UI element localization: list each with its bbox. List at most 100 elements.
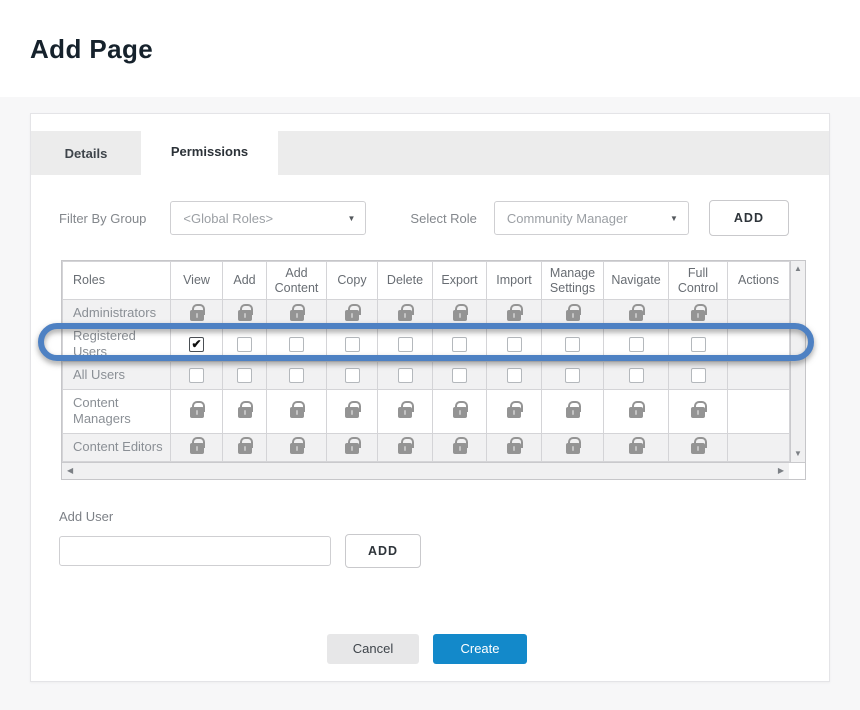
column-header: Full Control	[668, 261, 728, 300]
permissions-table: Roles View Add Add Content Copy Delete Export I…	[38, 260, 814, 480]
table-row: Content Editors	[62, 432, 790, 462]
chevron-down-icon: ▼	[347, 213, 356, 223]
column-header: Add	[222, 261, 267, 300]
lock-icon	[452, 401, 468, 418]
add-user-section: Add User ADD	[59, 509, 829, 568]
permission-checkbox[interactable]	[289, 337, 304, 353]
permission-checkbox[interactable]	[344, 337, 360, 353]
scroll-left-icon[interactable]: ◀	[67, 465, 74, 475]
permission-checkbox[interactable]	[565, 368, 580, 384]
table-row: Administrators	[62, 299, 790, 328]
lock-icon	[565, 401, 581, 418]
page-title: Add Page	[30, 34, 154, 64]
lock-icon	[629, 437, 645, 454]
tab-details[interactable]: Details	[64, 145, 108, 161]
permission-checkbox[interactable]	[452, 368, 467, 384]
lock-icon	[237, 303, 253, 321]
cancel-button[interactable]: Cancel	[327, 633, 419, 664]
lock-icon	[629, 401, 645, 418]
column-header: Export	[432, 261, 487, 300]
permission-checkbox[interactable]	[344, 368, 360, 384]
lock-icon	[189, 401, 205, 418]
lock-icon	[345, 401, 361, 418]
lock-icon	[289, 401, 305, 418]
permission-checkbox[interactable]	[690, 337, 706, 353]
select-role-value: Community Manager	[506, 210, 628, 226]
role-label: Content Editors	[62, 432, 171, 462]
lock-icon	[507, 303, 523, 321]
lock-icon	[345, 303, 361, 321]
lock-icon	[691, 303, 707, 321]
add-role-button[interactable]: ADD	[708, 200, 789, 236]
role-label: Administrators	[62, 299, 171, 328]
select-role-label: Select Role	[410, 210, 477, 226]
column-header: Import	[486, 261, 542, 300]
permission-checkbox[interactable]	[690, 368, 706, 384]
scroll-down-icon[interactable]: ▼	[794, 448, 802, 458]
add-page-card: Details Permissions Filter By Group <Glo…	[30, 113, 830, 682]
vertical-scrollbar[interactable]: ▲ ▼	[790, 261, 805, 462]
table-row: Registered Users ✔	[62, 327, 790, 362]
lock-icon	[398, 437, 414, 454]
table-header-row: Roles View Add Add Content Copy Delete Export I…	[62, 261, 790, 300]
column-header: Roles	[62, 261, 171, 300]
lock-icon	[398, 303, 414, 321]
permission-checkbox[interactable]	[506, 368, 522, 384]
permission-checkbox[interactable]	[237, 368, 252, 384]
column-header: Copy	[326, 261, 378, 300]
column-header: Navigate	[603, 261, 669, 300]
lock-icon	[565, 303, 581, 321]
filter-by-group-value: <Global Roles>	[183, 210, 274, 226]
permission-checkbox-checked[interactable]: ✔	[189, 337, 204, 353]
filter-by-group-select[interactable]: <Global Roles> ▼	[170, 201, 367, 235]
column-header: Actions	[727, 261, 790, 300]
permission-checkbox[interactable]	[237, 337, 252, 353]
tab-permissions[interactable]: Permissions	[141, 128, 278, 175]
lock-icon	[237, 437, 253, 454]
add-user-label: Add User	[59, 508, 114, 524]
scrollbar-corner	[789, 462, 805, 479]
tab-bar: Details Permissions	[31, 128, 829, 175]
role-label: All Users	[62, 360, 171, 390]
lock-icon	[237, 401, 253, 418]
permission-checkbox[interactable]	[189, 368, 204, 384]
role-label: Content Managers	[62, 388, 171, 434]
lock-icon	[691, 437, 707, 454]
column-header: Manage Settings	[541, 261, 604, 300]
add-user-button[interactable]: ADD	[345, 533, 422, 568]
lock-icon	[189, 303, 205, 321]
lock-icon	[507, 437, 523, 454]
permission-checkbox[interactable]	[628, 368, 644, 384]
column-header: View	[170, 261, 223, 300]
permission-checkbox[interactable]	[565, 337, 580, 353]
lock-icon	[398, 401, 414, 418]
lock-icon	[691, 401, 707, 418]
content-stage: Details Permissions Filter By Group <Glo…	[0, 97, 860, 710]
select-role-select[interactable]: Community Manager ▼	[493, 201, 689, 235]
lock-icon	[507, 401, 523, 418]
footer-actions: Cancel Create	[31, 633, 829, 664]
lock-icon	[189, 437, 205, 454]
role-label: Registered Users	[62, 327, 171, 362]
permission-checkbox[interactable]	[628, 337, 644, 353]
lock-icon	[289, 303, 305, 321]
scroll-right-icon[interactable]: ▶	[777, 465, 784, 475]
table-row: Content Managers	[62, 388, 790, 434]
add-user-input[interactable]	[59, 535, 331, 566]
page-header: Add Page	[0, 0, 860, 97]
lock-icon	[345, 437, 361, 454]
create-button[interactable]: Create	[433, 633, 527, 664]
lock-icon	[452, 437, 468, 454]
column-header: Add Content	[266, 261, 327, 300]
lock-icon	[289, 437, 305, 454]
permission-checkbox[interactable]	[397, 368, 413, 384]
permission-checkbox[interactable]	[452, 337, 467, 353]
scroll-up-icon[interactable]: ▲	[794, 264, 802, 273]
table-row: All Users	[62, 360, 790, 390]
horizontal-scrollbar[interactable]: ◀ ▶	[62, 462, 789, 479]
column-header: Delete	[377, 261, 433, 300]
lock-icon	[452, 303, 468, 321]
permission-checkbox[interactable]	[289, 368, 304, 384]
permission-checkbox[interactable]	[506, 337, 522, 353]
permission-checkbox[interactable]	[397, 337, 413, 353]
